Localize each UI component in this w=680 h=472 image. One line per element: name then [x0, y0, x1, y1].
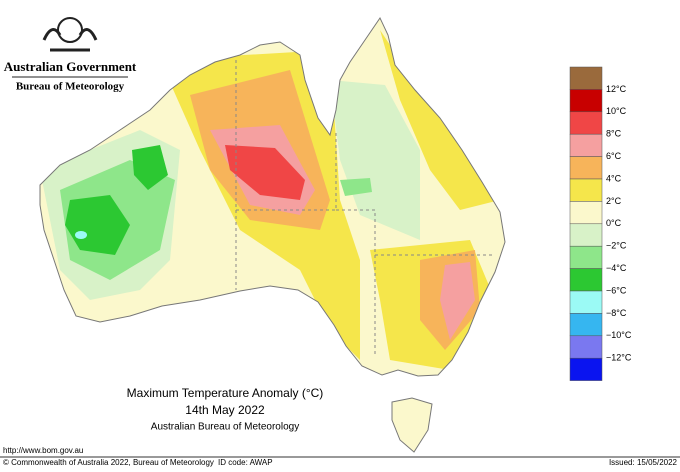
legend-swatch: [569, 290, 603, 314]
legend-label: 0°C: [606, 218, 622, 228]
footer-issued: Issued: 15/05/2022: [609, 458, 678, 467]
legend-swatch: [569, 313, 603, 337]
legend-swatch: [569, 268, 603, 292]
legend-swatch: [569, 89, 603, 113]
emblem: [42, 17, 98, 52]
legend-label: 10°C: [606, 106, 627, 116]
legend-swatch: [569, 223, 603, 247]
legend-label: −8°C: [606, 308, 627, 318]
legend-label: −6°C: [606, 285, 627, 295]
agency-name: Bureau of Meteorology: [16, 81, 125, 93]
legend-swatch: [569, 357, 603, 381]
coastline: [39, 16, 506, 453]
legend-swatch: [569, 133, 603, 157]
legend-swatch: [569, 156, 603, 180]
legend-label: 4°C: [606, 173, 622, 183]
legend-swatch: [569, 178, 603, 202]
state-borders: [235, 60, 495, 355]
legend-label: −12°C: [606, 353, 632, 363]
legend-swatch: [569, 111, 603, 135]
legend-swatch: [569, 245, 603, 269]
legend-label: 12°C: [606, 84, 627, 94]
footer-id: ID code: AWAP: [218, 458, 273, 467]
legend: 12°C 10°C 8°C 6°C 4°C 2°C 0°C −2°C −4°C −6°C −8°C −…: [569, 66, 632, 381]
legend-label: 2°C: [606, 196, 622, 206]
map-date: 14th May 2022: [185, 403, 265, 417]
legend-swatch: [569, 201, 603, 225]
legend-swatch: [569, 66, 603, 90]
footer-url: http://www.bom.gov.au: [3, 446, 83, 455]
legend-label: −4°C: [606, 263, 627, 273]
legend-label: −10°C: [606, 330, 632, 340]
map-source: Australian Bureau of Meteorology: [151, 422, 299, 433]
legend-label: 6°C: [606, 151, 622, 161]
legend-swatch: [569, 335, 603, 359]
footer-copyright: © Commonwealth of Australia 2022, Bureau…: [3, 458, 214, 467]
legend-label: 8°C: [606, 129, 622, 139]
legend-label: −2°C: [606, 241, 627, 251]
map-title: Maximum Temperature Anomaly (°C): [127, 386, 324, 400]
government-name: Australian Government: [4, 59, 137, 74]
